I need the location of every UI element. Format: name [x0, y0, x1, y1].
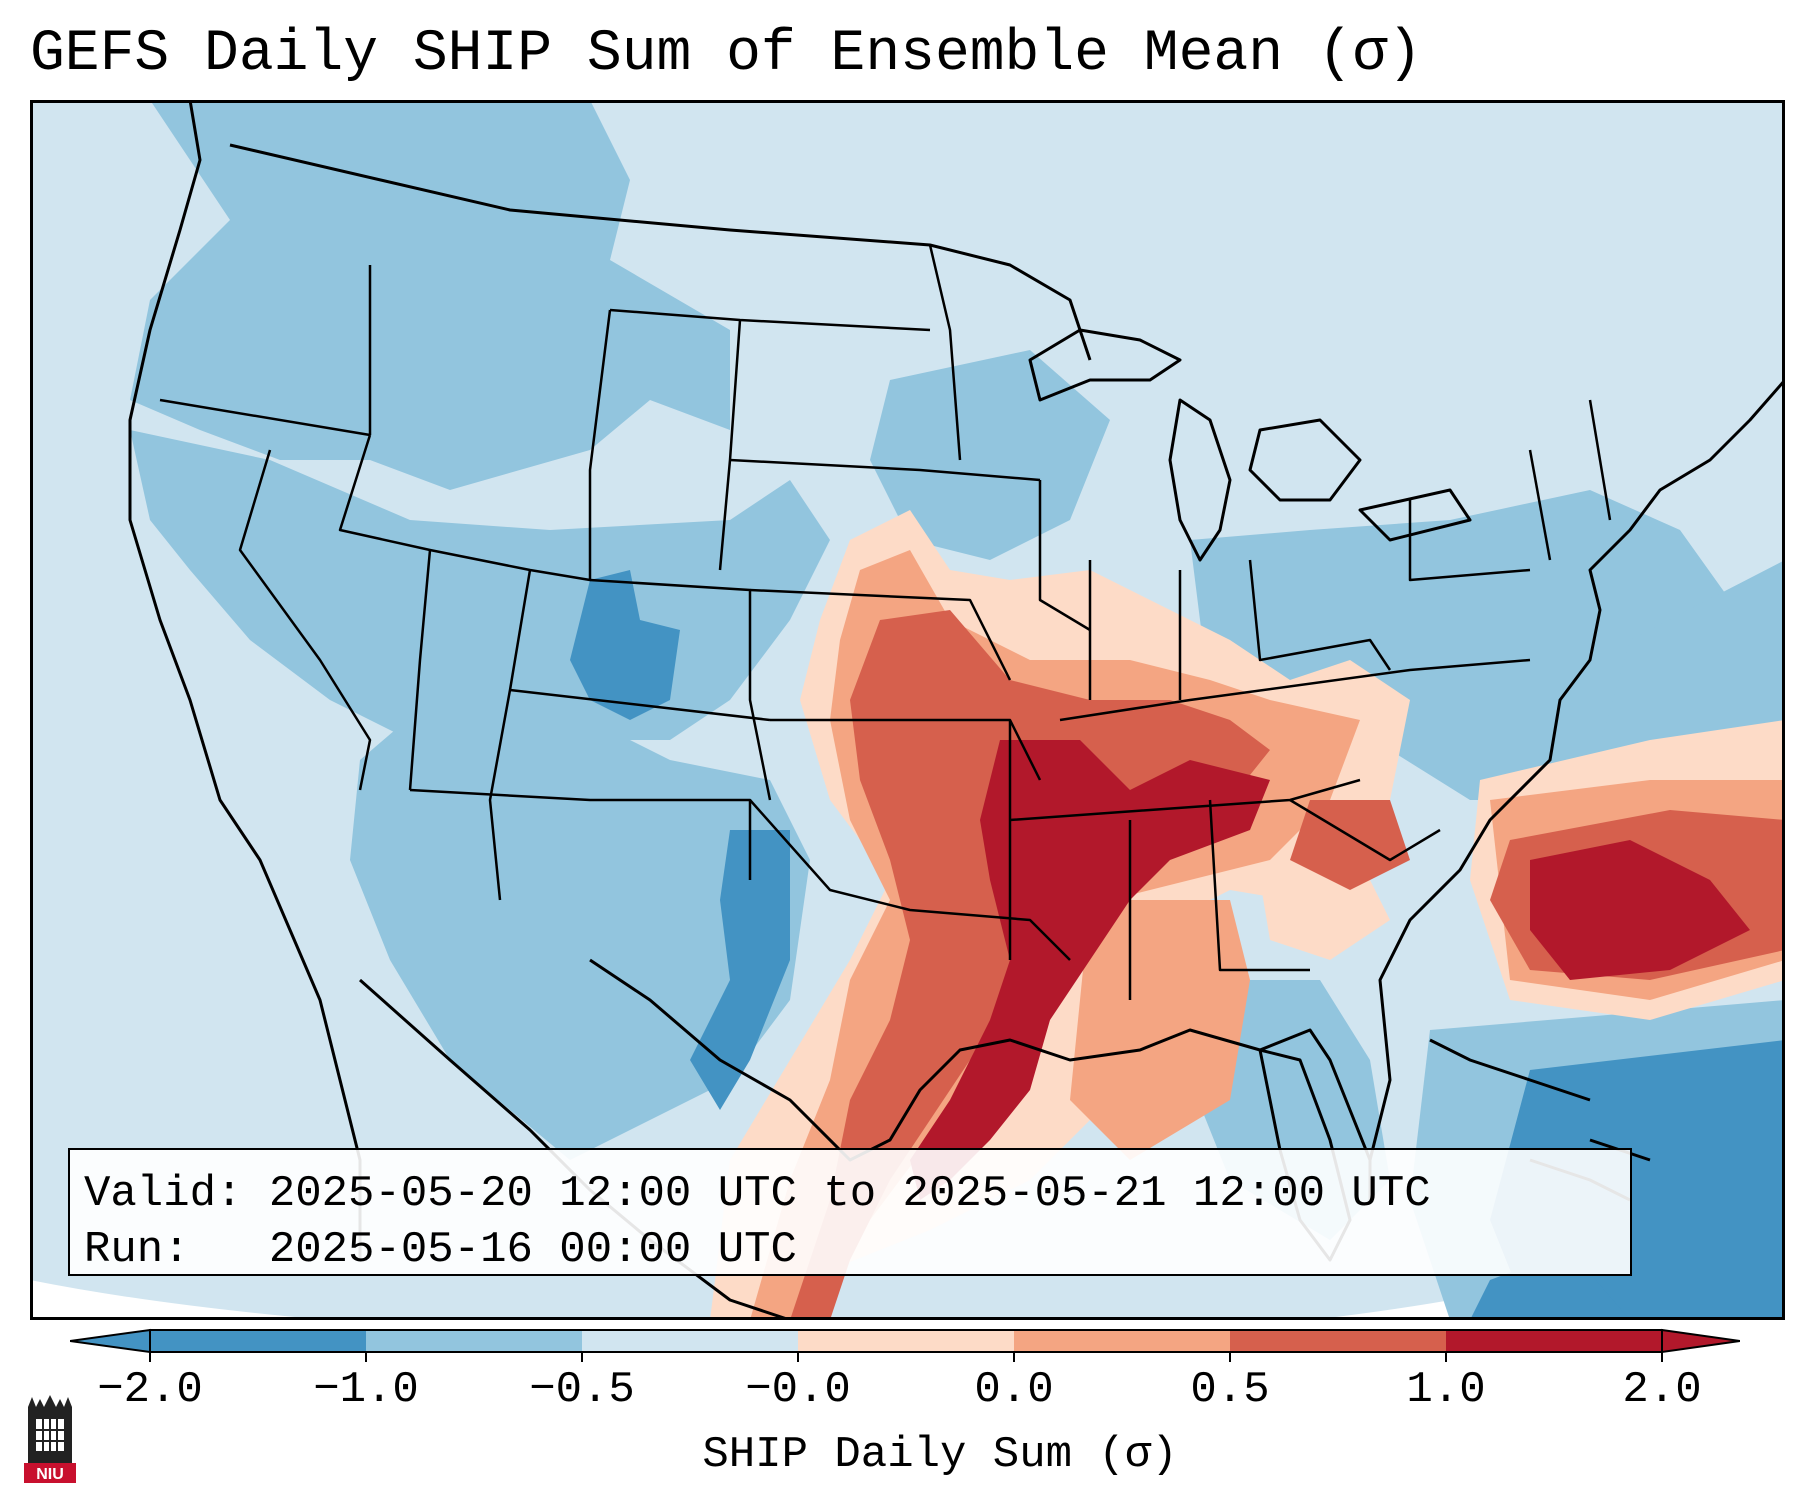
colorbar-segment: [1014, 1330, 1231, 1352]
very-strong-positive-field: [910, 740, 1750, 1200]
colorbar-tick-label: −0.0: [745, 1365, 851, 1415]
colorbar-tick-label: 2.0: [1622, 1365, 1702, 1415]
run-text: 2025-05-16 00:00 UTC: [268, 1225, 797, 1275]
colorbar: [70, 1328, 1740, 1362]
run-label: Run:: [84, 1225, 190, 1275]
map-panel: [30, 100, 1785, 1320]
colorbar-extend-low: [70, 1328, 151, 1354]
map-title: GEFS Daily SHIP Sum of Ensemble Mean (σ): [30, 22, 1423, 87]
colorbar-tick-label: 0.5: [1190, 1365, 1270, 1415]
valid-text: 2025-05-20 12:00 UTC to 2025-05-21 12:00…: [268, 1169, 1431, 1219]
colorbar-tick-label: −1.0: [313, 1365, 419, 1415]
valid-label: Valid:: [84, 1169, 243, 1219]
run-line: Run: 2025-05-16 00:00 UTC: [84, 1222, 1630, 1278]
colorbar-tick-label: 0.0: [974, 1365, 1054, 1415]
colorbar-tick-label: −0.5: [529, 1365, 635, 1415]
pacific-coast: [128, 100, 362, 1260]
colorbar-tick-label: −2.0: [97, 1365, 203, 1415]
atlantic-coast: [1368, 379, 1785, 1161]
logo-text: NIU: [36, 1466, 64, 1483]
state-borders: [159, 244, 1612, 1000]
colorbar-segment: [150, 1330, 367, 1352]
colorbar-segment: [1230, 1330, 1447, 1352]
gulf-coast: [589, 958, 1372, 1200]
colorbar-extend-high: [1661, 1328, 1740, 1354]
colorbar-segment: [1446, 1330, 1663, 1352]
great-lakes: [1028, 328, 1182, 402]
colorbar-outline: [149, 1329, 1663, 1353]
niu-logo: NIU: [24, 1395, 76, 1483]
info-box: Valid: 2025-05-20 12:00 UTC to 2025-05-2…: [68, 1148, 1632, 1276]
valid-line: Valid: 2025-05-20 12:00 UTC to 2025-05-2…: [84, 1166, 1630, 1222]
logo-banner: [24, 1463, 76, 1483]
colorbar-segment: [582, 1330, 799, 1352]
colorbar-tick-label: 1.0: [1406, 1365, 1486, 1415]
colorbar-label: SHIP Daily Sum (σ): [702, 1430, 1178, 1480]
colorbar-segment: [798, 1330, 1015, 1352]
colorbar-segment: [366, 1330, 583, 1352]
